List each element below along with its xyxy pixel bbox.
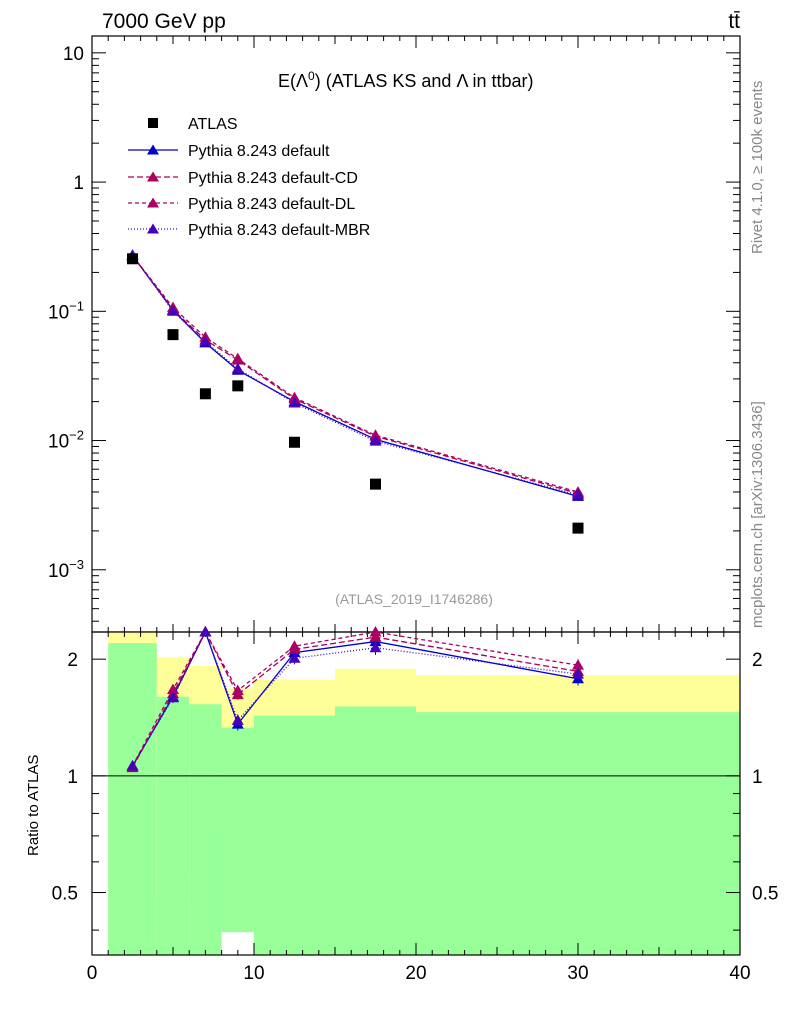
atlas-point <box>199 388 211 400</box>
atlas-point <box>127 253 138 265</box>
ratio-point-default_dl <box>369 626 382 637</box>
y-tick-label-ratio-right: 1 <box>752 767 763 788</box>
y-tick-label-main: 10−2 <box>48 428 84 453</box>
series-point-default_mbr <box>167 305 179 316</box>
y-tick-label-ratio-right: 2 <box>752 650 763 671</box>
band-inner-bin <box>416 712 740 955</box>
y-tick-label-ratio: 1 <box>67 767 78 788</box>
legend-label-default: Pythia 8.243 default <box>188 143 330 160</box>
legend-label-atlas: ATLAS <box>188 116 238 133</box>
process-label: tt̄ <box>728 10 740 33</box>
band-inner-bin <box>335 706 416 955</box>
band-inner-bin <box>189 704 222 955</box>
series-line-default_mbr <box>131 254 579 496</box>
ratio-point-default_mbr <box>572 668 584 679</box>
main-plot-area: 10 1 10−1 10−2 10−3 <box>48 35 741 633</box>
atlas-point <box>232 380 244 392</box>
legend-entry-atlas: ATLAS <box>148 116 238 133</box>
band-inner-bin <box>108 643 157 955</box>
y-tick-label-main: 1 <box>73 173 84 194</box>
y-tick-label-ratio: 2 <box>67 650 78 671</box>
ratio-point-default_mbr <box>231 714 244 725</box>
mcplots-label: mcplots.cern.ch [arXiv:1306.3436] <box>749 401 766 628</box>
legend-label-default-cd: Pythia 8.243 default-CD <box>188 170 358 187</box>
x-tick-label: 20 <box>405 963 426 984</box>
ratio-point-default_mbr <box>199 626 212 637</box>
atlas-point <box>167 329 179 341</box>
legend-entry-default-dl: Pythia 8.243 default-DL <box>128 196 355 213</box>
series-point-default_dl <box>231 352 244 364</box>
series-point-default_dl <box>288 391 301 403</box>
band-inner-bin <box>254 715 335 955</box>
legend-entry-default: Pythia 8.243 default <box>128 143 330 160</box>
legend-marker-default-dl <box>147 197 159 208</box>
energy-label: 7000 GeV pp <box>102 10 226 33</box>
band-gap <box>221 932 254 955</box>
series-line-default_cd <box>131 255 579 495</box>
plot-title: E(Λ0) (ATLAS KS and Λ in ttbar) <box>278 69 534 91</box>
legend-entry-default-mbr: Pythia 8.243 default-MBR <box>128 222 370 239</box>
ratio-point-default_dl <box>572 659 584 670</box>
x-tick-label: 0 <box>87 963 98 984</box>
band-inner-bin <box>221 727 254 955</box>
x-tick-label: 40 <box>729 963 750 984</box>
rivet-label: Rivet 4.1.0, ≥ 100k events <box>749 81 766 254</box>
legend-marker-default-mbr <box>147 223 159 234</box>
atlas-point <box>572 522 584 534</box>
legend: ATLAS Pythia 8.243 default Pythia 8.243 … <box>128 116 370 239</box>
series-point-default_mbr <box>369 435 382 446</box>
legend-label-default-dl: Pythia 8.243 default-DL <box>188 196 355 213</box>
series-point-default_mbr <box>288 397 301 408</box>
series-point-default_mbr <box>572 488 584 500</box>
ratio-point-default_dl <box>167 683 179 695</box>
legend-label-default-mbr: Pythia 8.243 default-MBR <box>188 222 370 239</box>
atlas-point <box>289 436 300 448</box>
ratio-axis-label: Ratio to ATLAS <box>25 755 42 856</box>
x-tick-label: 30 <box>567 963 588 984</box>
x-tick-label: 10 <box>243 963 264 984</box>
y-tick-label-main: 10−3 <box>48 557 84 582</box>
ratio-point-default_mbr <box>369 641 382 653</box>
y-tick-label-main: 10−1 <box>48 298 84 323</box>
atlas-point <box>370 478 381 490</box>
legend-marker-atlas <box>148 118 158 128</box>
ratio-point-default_dl <box>231 684 244 696</box>
y-tick-label-ratio: 0.5 <box>52 884 78 905</box>
y-tick-label-ratio-right: 0.5 <box>752 884 778 905</box>
ratio-point-default_mbr <box>126 760 139 771</box>
ratio-plot-area: 0 10 20 30 40 2 2 1 1 0.5 0.5 <box>52 626 778 984</box>
band-inner-bin <box>156 696 190 955</box>
legend-marker-default <box>147 144 159 155</box>
ratio-point-default_mbr <box>288 652 301 663</box>
analysis-id: (ATLAS_2019_I1746286) <box>335 591 493 607</box>
ratio-point-default_mbr <box>167 691 179 703</box>
legend-entry-default-cd: Pythia 8.243 default-CD <box>128 170 358 187</box>
series-point-default_dl <box>369 429 382 440</box>
series-line-default_dl <box>131 255 579 493</box>
series-line-default <box>131 255 579 497</box>
series-point-default_mbr <box>231 362 244 374</box>
y-tick-label-main: 10 <box>63 44 84 65</box>
series-point-default_mbr <box>199 335 212 347</box>
ratio-point-default_dl <box>288 640 301 651</box>
legend-marker-default-cd <box>147 171 159 182</box>
